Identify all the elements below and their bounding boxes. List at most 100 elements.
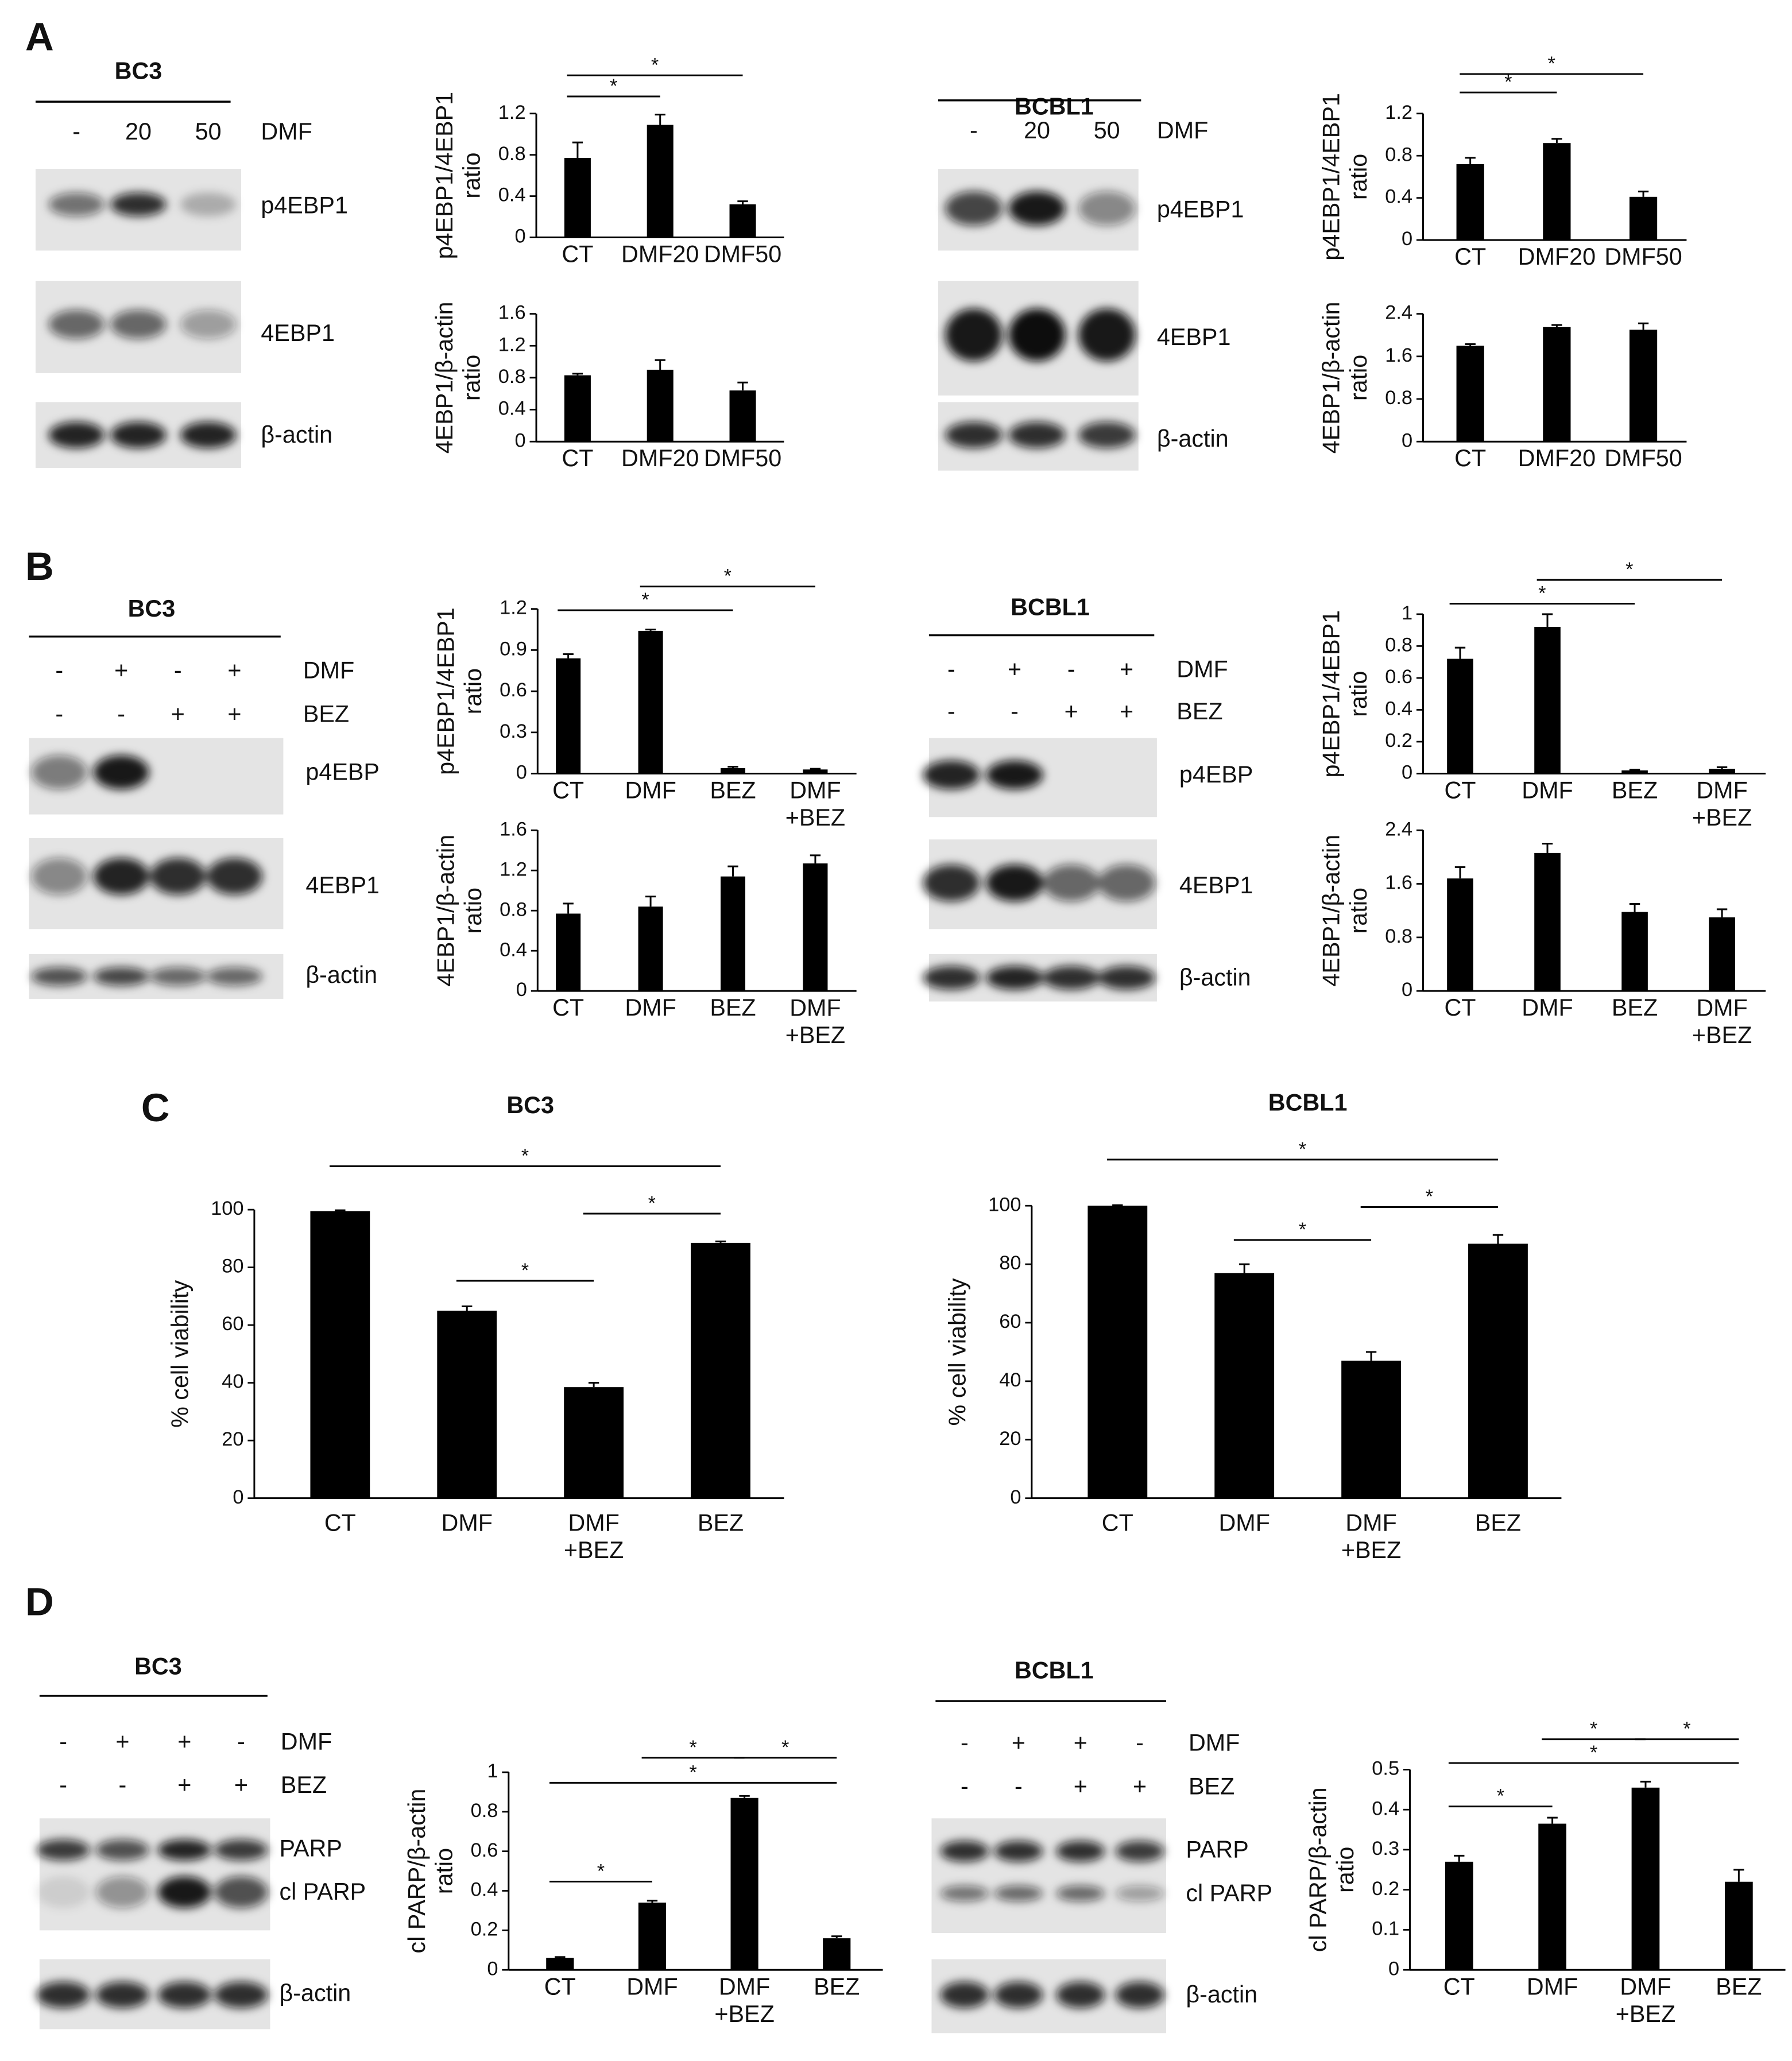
blot-band	[48, 192, 104, 216]
lane-sign: 20	[125, 118, 152, 145]
x-tick-label: CT	[1443, 1973, 1475, 2000]
error-bar	[1542, 613, 1553, 627]
bar	[546, 1958, 574, 1970]
y-tick-label: 0.1	[1372, 1918, 1399, 1940]
lane-sign: +	[227, 700, 241, 727]
bar	[720, 876, 746, 991]
blot-bands	[36, 1839, 268, 1908]
significance-label: *	[1625, 559, 1633, 580]
y-tick-label: 0.8	[471, 1800, 498, 1822]
treatment-name: DMF	[303, 657, 354, 684]
blot-band	[923, 760, 980, 790]
lane-sign: +	[1065, 698, 1078, 725]
x-tick-label: CT	[552, 994, 584, 1021]
lane-sign: -	[119, 1772, 127, 1798]
band-label: PARP	[280, 1835, 342, 1861]
blot-band	[994, 1841, 1043, 1862]
blot-band	[110, 421, 167, 448]
lane-sign: +	[1012, 1730, 1025, 1756]
y-tick-label: 0.3	[500, 720, 527, 742]
y-tick-label: 0.4	[500, 939, 527, 960]
error-bar	[727, 865, 738, 877]
x-tick-label: CT	[1102, 1509, 1133, 1536]
significance-label: *	[597, 1861, 605, 1882]
error-bar	[727, 766, 738, 768]
x-tick-label: DMF +BEZ	[1341, 1509, 1401, 1563]
blot-band	[1098, 966, 1155, 990]
bar	[1214, 1273, 1275, 1498]
significance-label: *	[1426, 1186, 1433, 1208]
y-axis-label: p4EBP1/4EBP1ratio	[1318, 610, 1372, 778]
error-bar	[555, 1956, 566, 1958]
x-tick-label: CT	[324, 1509, 356, 1536]
lane-sign: -	[237, 1728, 245, 1754]
y-tick-label: 2.4	[1385, 818, 1412, 840]
x-tick-label: DMF	[1522, 994, 1573, 1021]
error-bar	[645, 896, 656, 907]
lane-sign: -	[947, 698, 955, 725]
bar	[1534, 853, 1561, 991]
blot-band	[31, 755, 87, 790]
blot-bands	[31, 755, 149, 790]
band-label: 4EBP1	[261, 320, 335, 346]
y-axis-label: p4EBP1/4EBP1ratio	[432, 607, 486, 775]
y-tick-label: 0.2	[1385, 730, 1412, 751]
x-tick-label: DMF50	[704, 445, 781, 471]
error-bar	[831, 1935, 842, 1939]
y-tick-label: 0.5	[1372, 1758, 1399, 1780]
error-bar	[737, 200, 748, 204]
bar	[803, 863, 828, 991]
bar	[720, 768, 746, 774]
blot-band	[206, 967, 263, 986]
error-bar	[1551, 138, 1562, 144]
y-tick-label: 1	[1402, 602, 1412, 624]
blot-band	[150, 858, 206, 895]
blot-band	[48, 421, 104, 448]
y-axis-label: 4EBP1/β-actinratio	[1318, 835, 1372, 987]
band-label: p4EBP	[305, 758, 380, 785]
lane-sign: 20	[1024, 117, 1050, 144]
blot-band	[1078, 308, 1136, 362]
y-tick-label: 80	[222, 1256, 243, 1277]
y-tick-label: 0.2	[1372, 1878, 1399, 1900]
bar	[1447, 878, 1473, 991]
x-tick-label: DMF20	[1518, 243, 1596, 270]
x-tick-label: CT	[1454, 445, 1486, 471]
y-axis-label: p4EBP1/4EBP1ratio	[1318, 93, 1372, 261]
lane-sign: -	[55, 657, 63, 684]
x-tick-label: DMF20	[1518, 445, 1596, 471]
error-bar	[462, 1305, 473, 1311]
x-tick-label: DMF	[1527, 1973, 1578, 2000]
blot-band	[214, 1981, 268, 2008]
blot-band	[206, 858, 263, 895]
y-tick-label: 20	[999, 1428, 1021, 1450]
blot-band	[214, 1839, 268, 1861]
bar	[564, 1387, 624, 1498]
error-bar	[572, 373, 583, 375]
y-tick-label: 0.8	[1385, 144, 1412, 165]
significance-label: *	[648, 1192, 656, 1214]
bar	[437, 1311, 497, 1498]
y-tick-label: 1.2	[498, 334, 526, 355]
x-tick-label: CT	[1444, 777, 1476, 804]
y-tick-label: 0.4	[1385, 698, 1412, 720]
y-tick-label: 0.3	[1372, 1838, 1399, 1859]
x-tick-label: DMF50	[1604, 445, 1682, 471]
panel-label: D	[25, 1580, 54, 1624]
y-tick-label: 1.6	[498, 302, 526, 324]
error-bar	[572, 141, 583, 158]
bar	[1629, 196, 1658, 241]
x-tick-label: BEZ	[710, 994, 756, 1021]
x-tick-label: DMF +BEZ	[1616, 1973, 1675, 2027]
chart-title: BC3	[506, 1092, 554, 1118]
bar	[729, 204, 756, 238]
blot-band	[31, 967, 87, 986]
significance-label: *	[689, 1761, 696, 1783]
lane-sign: -	[72, 118, 80, 145]
error-bar	[715, 1240, 726, 1243]
blot-band	[95, 1839, 149, 1861]
x-tick-label: BEZ	[1716, 1973, 1762, 2000]
x-tick-label: DMF	[1218, 1509, 1270, 1536]
bar	[730, 1797, 758, 1970]
